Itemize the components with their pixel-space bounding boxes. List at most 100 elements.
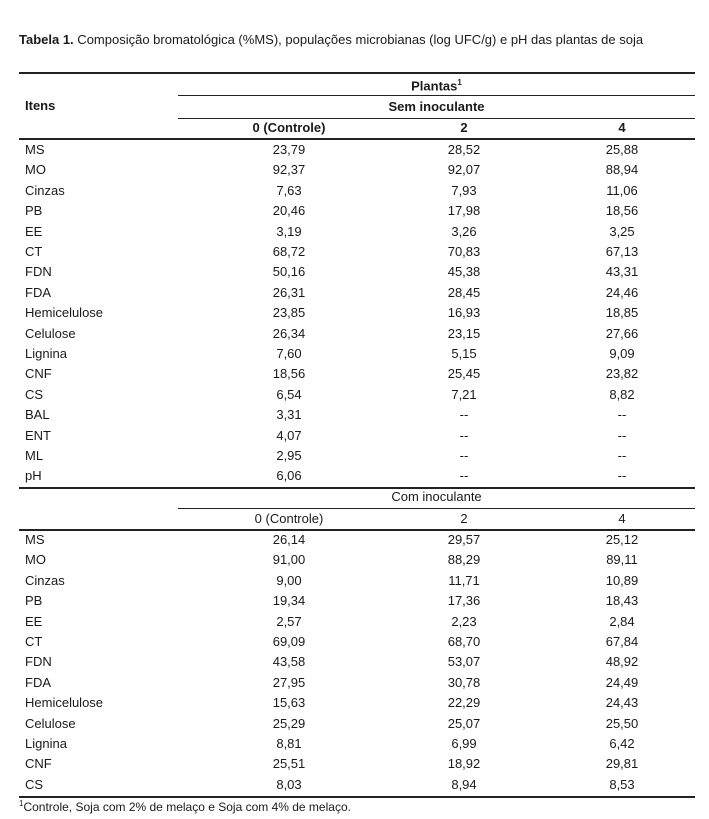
cell-value: 53,07 — [447, 654, 481, 670]
cell-value: 25,12 — [605, 532, 639, 547]
cell-value: 88,29 — [447, 552, 481, 568]
row-label: MO — [25, 552, 46, 568]
rule — [19, 529, 695, 531]
cell-value: 24,43 — [605, 695, 639, 711]
cell-value: -- — [617, 407, 627, 423]
cell-value: 9,00 — [276, 572, 302, 588]
cell-value: 67,84 — [605, 634, 639, 649]
cell-value: 7,21 — [451, 386, 477, 402]
table-row: Hemicelulose 15,63 22,29 24,43 — [19, 693, 695, 713]
table-row: MO 92,37 92,07 88,94 — [19, 160, 695, 180]
cell-value: 8,82 — [609, 386, 635, 402]
cell-value: 29,57 — [447, 532, 481, 547]
table-row: CS 6,54 7,21 8,82 — [19, 385, 695, 405]
row-label: MS — [25, 142, 45, 157]
cell-value: 6,54 — [276, 386, 302, 402]
cell-value: 68,72 — [272, 244, 306, 259]
cell-value: 43,58 — [272, 654, 306, 670]
row-label: EE — [25, 613, 43, 629]
table-row: PB 19,34 17,36 18,43 — [19, 591, 695, 611]
cell-value: -- — [459, 448, 469, 463]
cell-value: 29,81 — [605, 756, 639, 772]
cell-value: 69,09 — [272, 634, 306, 649]
table-row: Cinzas 9,00 11,71 10,89 — [19, 571, 695, 591]
rule — [178, 95, 695, 96]
table-row: Hemicelulose 23,85 16,93 18,85 — [19, 303, 695, 323]
row-label: CS — [25, 386, 44, 402]
table-row: PB 20,46 17,98 18,56 — [19, 201, 695, 221]
cell-value: 18,56 — [605, 203, 639, 219]
table-row: ML 2,95 -- -- — [19, 446, 695, 466]
cell-value: 20,46 — [272, 203, 306, 219]
table-row: FDN 43,58 53,07 48,92 — [19, 652, 695, 672]
row-label: PB — [25, 593, 43, 609]
table-caption: Tabela 1. Composição bromatológica (%MS)… — [19, 28, 695, 51]
cell-value: 18,85 — [605, 305, 639, 321]
table-row: FDN 50,16 45,38 43,31 — [19, 262, 695, 282]
table-row: MS 23,79 28,52 25,88 — [19, 140, 695, 160]
table-row: CNF 18,56 25,45 23,82 — [19, 364, 695, 384]
cell-value: 23,79 — [272, 142, 306, 157]
bottom-rule — [19, 796, 695, 798]
cell-value: 25,88 — [605, 142, 639, 157]
top-rule — [19, 72, 695, 74]
cell-value: 6,42 — [609, 736, 635, 751]
row-label: Celulose — [25, 715, 76, 731]
row-label: FDA — [25, 674, 51, 690]
items-header: Itens — [25, 98, 56, 113]
cell-value: 11,71 — [448, 572, 480, 588]
cell-value: 45,38 — [447, 264, 481, 280]
cell-value: 8,94 — [451, 776, 477, 792]
row-label: CNF — [25, 366, 52, 382]
cell-value: 2,57 — [276, 613, 302, 629]
row-label: Lignina — [25, 346, 67, 361]
cell-value: 24,49 — [605, 674, 639, 690]
cell-value: 3,31 — [276, 407, 302, 423]
row-label: Hemicelulose — [25, 305, 104, 321]
cell-value: 8,53 — [609, 776, 635, 792]
cell-value: 7,93 — [451, 182, 477, 198]
cell-value: 27,66 — [605, 325, 639, 341]
row-label: MO — [25, 162, 46, 178]
table-row: Cinzas 7,63 7,93 11,06 — [19, 181, 695, 201]
cell-value: 10,89 — [605, 572, 639, 588]
table-row: Celulose 25,29 25,07 25,50 — [19, 714, 695, 734]
column-header: 0 (Controle) — [252, 120, 326, 135]
cell-value: 18,43 — [605, 593, 639, 609]
plantas-header: Plantas1 — [178, 73, 695, 96]
cell-value: 7,60 — [276, 346, 302, 361]
row-label: Celulose — [25, 325, 76, 341]
cell-value: 28,45 — [447, 284, 481, 300]
cell-value: 28,52 — [447, 142, 481, 157]
cell-value: 23,15 — [447, 325, 481, 341]
cell-value: 25,51 — [272, 756, 306, 772]
footnote-text: Controle, Soja com 2% de melaço e Soja c… — [23, 800, 351, 814]
cell-value: 43,31 — [605, 264, 639, 280]
cell-value: 26,34 — [272, 325, 306, 341]
cell-value: 23,82 — [605, 366, 639, 382]
cell-value: 18,92 — [447, 756, 481, 772]
column-header: 2 — [460, 120, 468, 135]
cell-value: 92,37 — [272, 162, 306, 178]
row-label: EE — [25, 223, 43, 239]
row-label: ENT — [25, 427, 51, 443]
cell-value: 2,95 — [276, 448, 302, 463]
column-header: 0 (Controle) — [254, 511, 324, 526]
cell-value: 3,25 — [609, 223, 635, 239]
table-row: CNF 25,51 18,92 29,81 — [19, 754, 695, 774]
row-label: Cinzas — [25, 182, 65, 198]
cell-value: -- — [617, 427, 627, 443]
cell-value: 22,29 — [447, 695, 481, 711]
table-row: pH 6,06 -- -- — [19, 466, 695, 486]
cell-value: 4,07 — [276, 427, 302, 443]
cell-value: 18,56 — [272, 366, 306, 382]
cell-value: 6,99 — [451, 736, 477, 751]
cell-value: 8,03 — [276, 776, 302, 792]
column-header-row: 0 (Controle) 2 4 — [19, 509, 695, 529]
cell-value: 89,11 — [606, 552, 638, 568]
cell-value: 3,26 — [451, 223, 477, 239]
row-label: Hemicelulose — [25, 695, 104, 711]
table-row: CS 8,03 8,94 8,53 — [19, 775, 695, 795]
cell-value: 8,81 — [276, 736, 302, 751]
table-row: ENT 4,07 -- -- — [19, 426, 695, 446]
